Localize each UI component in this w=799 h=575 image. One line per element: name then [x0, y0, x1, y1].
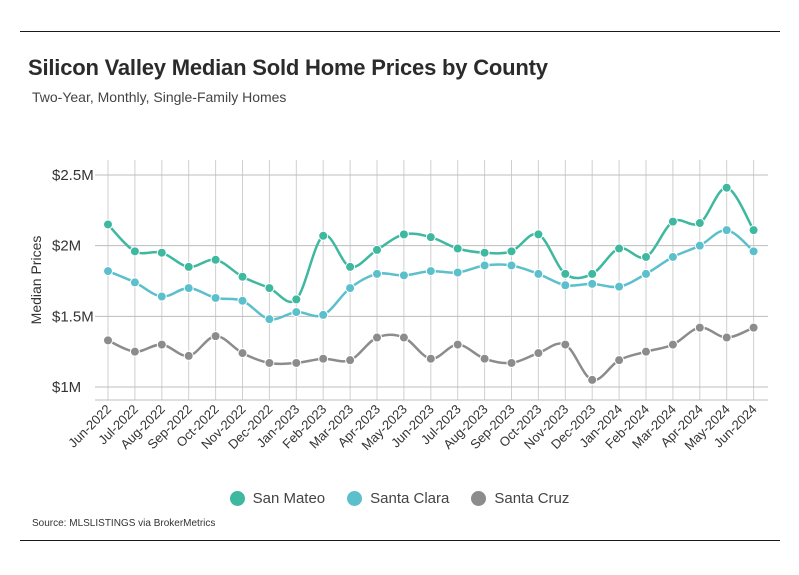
data-point-santa-clara: [372, 268, 382, 279]
data-point-san-mateo: [479, 247, 490, 258]
data-point-san-mateo: [318, 230, 329, 241]
data-point-santa-cruz: [103, 335, 113, 346]
legend-swatch-santa-cruz: [471, 491, 487, 506]
data-point-santa-cruz: [398, 332, 409, 343]
legend-label-santa-clara: Santa Clara: [370, 490, 450, 507]
data-point-santa-cruz: [425, 353, 436, 364]
data-point-san-mateo: [183, 261, 194, 272]
data-point-santa-cruz: [237, 348, 248, 359]
data-point-santa-cruz: [721, 332, 732, 343]
data-point-san-mateo: [533, 229, 544, 240]
data-point-san-mateo: [506, 246, 517, 257]
data-point-santa-clara: [452, 267, 463, 278]
data-point-santa-clara: [560, 280, 571, 291]
data-point-san-mateo: [425, 232, 436, 243]
data-point-santa-clara: [103, 266, 113, 277]
data-point-santa-clara: [425, 266, 436, 277]
data-point-santa-clara: [318, 309, 329, 320]
data-point-santa-clara: [479, 260, 490, 271]
chart-subtitle: Two-Year, Monthly, Single-Family Homes: [32, 89, 287, 105]
data-point-san-mateo: [587, 268, 598, 279]
y-tick-label: $1M: [52, 379, 81, 396]
data-point-santa-clara: [156, 291, 167, 302]
legend-item-santa-clara: Santa Clara: [347, 490, 449, 507]
legend-swatch-san-mateo: [229, 491, 245, 506]
data-point-santa-cruz: [667, 339, 678, 350]
data-point-santa-cruz: [479, 353, 490, 364]
data-point-santa-cruz: [291, 357, 302, 368]
data-point-san-mateo: [398, 229, 409, 240]
data-point-san-mateo: [748, 225, 759, 236]
y-tick-label: $1.5M: [52, 308, 94, 325]
data-point-santa-cruz: [345, 355, 356, 366]
data-point-san-mateo: [210, 254, 221, 265]
data-point-santa-cruz: [614, 355, 625, 366]
data-point-santa-cruz: [533, 348, 544, 359]
data-point-san-mateo: [264, 283, 275, 294]
legend-swatch-santa-clara: [347, 491, 363, 506]
data-point-santa-cruz: [506, 357, 517, 368]
data-point-santa-cruz: [183, 350, 194, 361]
data-point-santa-clara: [721, 225, 732, 236]
data-point-santa-cruz: [748, 322, 759, 333]
data-point-santa-clara: [748, 246, 759, 257]
chart-title: Silicon Valley Median Sold Home Prices b…: [28, 55, 548, 80]
legend-label-san-mateo: San Mateo: [252, 490, 326, 507]
data-point-san-mateo: [667, 216, 678, 227]
data-point-santa-clara: [694, 240, 705, 251]
data-point-santa-cruz: [587, 374, 598, 385]
legend-item-san-mateo: San Mateo: [229, 490, 326, 507]
data-point-santa-clara: [291, 307, 302, 318]
data-point-santa-cruz: [372, 332, 382, 343]
data-point-santa-cruz: [264, 357, 275, 368]
data-point-santa-cruz: [156, 339, 167, 350]
data-point-san-mateo: [641, 251, 651, 262]
y-tick-label: $2.5M: [52, 167, 94, 184]
data-point-santa-clara: [345, 283, 356, 294]
data-point-san-mateo: [156, 247, 167, 258]
data-point-santa-cruz: [694, 322, 705, 333]
data-point-santa-cruz: [560, 339, 571, 350]
data-point-santa-cruz: [641, 346, 651, 357]
data-point-san-mateo: [103, 219, 113, 230]
bottom-rule: [20, 540, 780, 541]
legend-item-santa-cruz: Santa Cruz: [471, 490, 569, 507]
data-point-santa-clara: [667, 251, 678, 262]
top-rule: [20, 31, 780, 32]
data-point-san-mateo: [129, 246, 140, 257]
data-point-santa-clara: [210, 292, 221, 303]
data-point-san-mateo: [452, 243, 463, 254]
y-tick-label: $2M: [52, 238, 81, 255]
data-point-san-mateo: [237, 271, 248, 282]
data-point-santa-clara: [129, 277, 140, 288]
y-axis-label: Median Prices: [28, 236, 44, 325]
data-point-santa-clara: [237, 295, 248, 306]
data-point-san-mateo: [721, 182, 732, 193]
data-point-santa-clara: [264, 314, 275, 325]
data-point-santa-cruz: [452, 339, 463, 350]
data-point-santa-clara: [641, 268, 651, 279]
data-point-san-mateo: [560, 268, 571, 279]
data-point-san-mateo: [291, 294, 302, 305]
data-point-santa-cruz: [318, 353, 329, 364]
data-point-santa-clara: [506, 260, 517, 271]
data-point-san-mateo: [614, 243, 625, 254]
legend: San Mateo Santa Clara Santa Cruz: [0, 490, 799, 507]
data-point-santa-clara: [398, 270, 409, 281]
data-point-san-mateo: [345, 261, 356, 272]
data-point-santa-clara: [614, 281, 625, 292]
data-point-santa-clara: [533, 268, 544, 279]
legend-label-santa-cruz: Santa Cruz: [494, 490, 570, 507]
data-point-san-mateo: [694, 218, 705, 229]
data-point-santa-cruz: [129, 346, 140, 357]
data-point-santa-clara: [183, 283, 194, 294]
data-point-santa-clara: [587, 278, 598, 289]
source-note: Source: MLSLISTINGS via BrokerMetrics: [32, 518, 216, 529]
data-point-san-mateo: [372, 244, 382, 255]
data-point-santa-cruz: [210, 331, 221, 342]
